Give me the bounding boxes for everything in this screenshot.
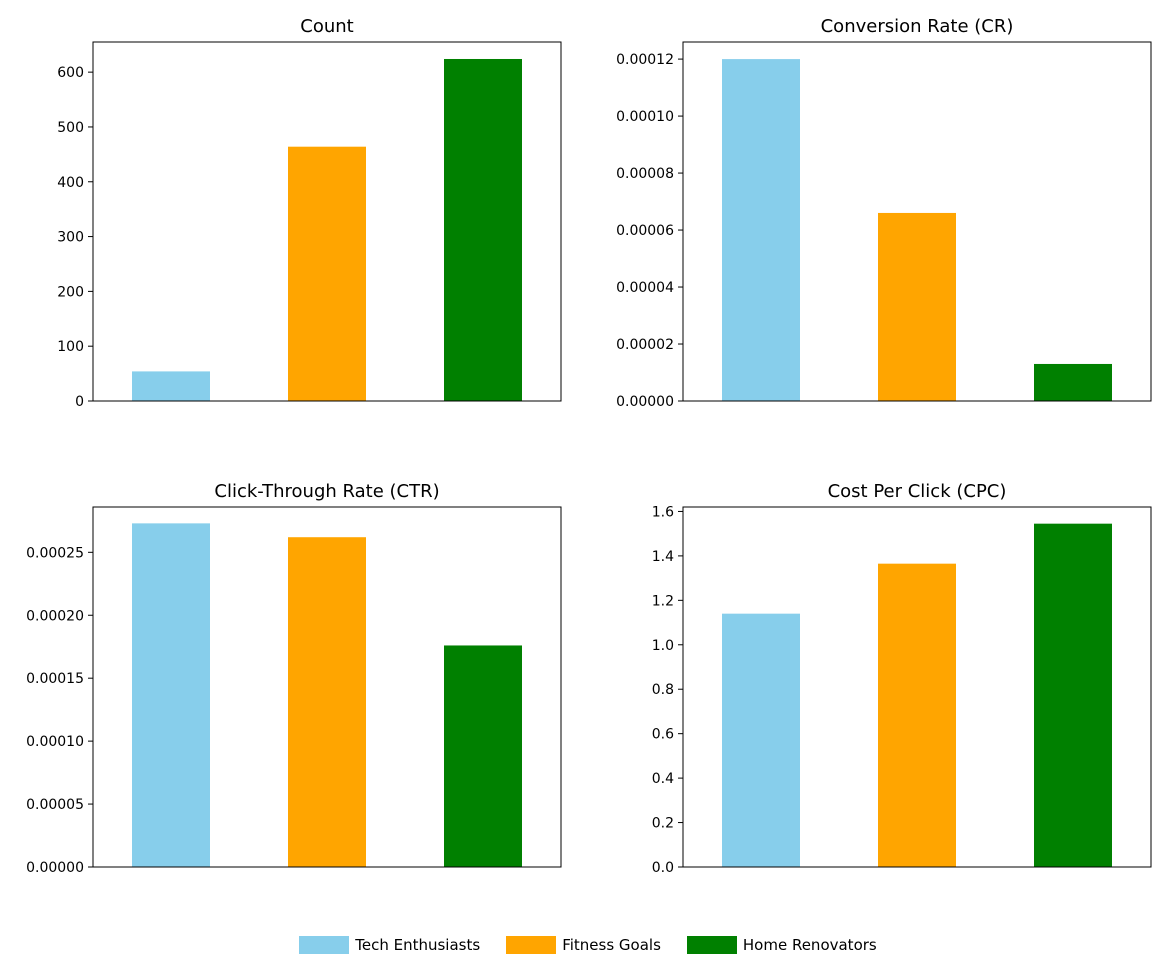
y-tick-label: 0.00010 xyxy=(26,734,84,750)
y-tick-label: 0.00004 xyxy=(616,280,674,296)
bar-home-renovators xyxy=(444,58,522,402)
bar-tech-enthusiasts xyxy=(132,371,210,401)
y-tick-label: 1.6 xyxy=(652,504,674,520)
y-tick-label: 0.2 xyxy=(652,816,674,832)
bar-tech-enthusiasts xyxy=(132,523,210,867)
bar-fitness-goals xyxy=(288,146,366,401)
plot-frame xyxy=(92,41,562,402)
legend-swatch xyxy=(299,936,350,954)
y-tick-label: 500 xyxy=(57,120,84,136)
legend: Tech Enthusiasts Fitness Goals Home Reno… xyxy=(0,930,1176,960)
y-tick-label: 0.00006 xyxy=(616,223,674,239)
y-tick-label: 300 xyxy=(57,230,84,246)
legend-item-tech-enthusiasts: Tech Enthusiasts xyxy=(299,936,480,954)
legend-swatch xyxy=(686,936,737,954)
legend-swatch xyxy=(506,936,557,954)
y-tick-label: 0.00000 xyxy=(616,394,674,410)
y-tick-label: 0.00010 xyxy=(616,109,674,125)
y-tick-label: 0.8 xyxy=(652,682,674,698)
plot-frame xyxy=(682,506,1152,868)
y-tick-label: 0.00025 xyxy=(26,545,84,561)
legend-item-fitness-goals: Fitness Goals xyxy=(506,936,661,954)
chart-title: Cost Per Click (CPC) xyxy=(828,481,1007,502)
y-tick-label: 0.00008 xyxy=(616,166,674,182)
plot-frame xyxy=(682,41,1152,402)
y-tick-label: 0.4 xyxy=(652,771,674,787)
y-tick-label: 0.0 xyxy=(652,860,674,876)
chart-title: Count xyxy=(300,16,353,37)
y-tick-label: 0.00005 xyxy=(26,797,84,813)
y-tick-label: 1.2 xyxy=(652,593,674,609)
plot-frame xyxy=(92,506,562,868)
bar-fitness-goals xyxy=(878,563,956,867)
bar-fitness-goals xyxy=(288,537,366,867)
bar-home-renovators xyxy=(1034,363,1112,401)
y-tick-label: 600 xyxy=(57,65,84,81)
y-tick-label: 1.4 xyxy=(652,549,674,565)
legend-item-home-renovators: Home Renovators xyxy=(686,936,877,954)
y-tick-label: 100 xyxy=(57,339,84,355)
y-tick-label: 0.00000 xyxy=(26,860,84,876)
bar-tech-enthusiasts xyxy=(722,613,800,867)
bar-tech-enthusiasts xyxy=(722,59,800,401)
chart-title: Conversion Rate (CR) xyxy=(821,16,1014,37)
y-tick-label: 200 xyxy=(57,284,84,300)
bar-home-renovators xyxy=(444,645,522,867)
legend-label: Home Renovators xyxy=(742,936,877,954)
y-tick-label: 400 xyxy=(57,175,84,191)
y-tick-label: 0.6 xyxy=(652,727,674,743)
y-tick-label: 1.0 xyxy=(652,638,674,654)
y-tick-label: 0 xyxy=(75,394,84,410)
legend-label: Tech Enthusiasts xyxy=(355,936,481,954)
y-tick-label: 0.00002 xyxy=(616,337,674,353)
legend-label: Fitness Goals xyxy=(562,936,661,954)
y-tick-label: 0.00020 xyxy=(26,608,84,624)
y-tick-label: 0.00015 xyxy=(26,671,84,687)
y-tick-label: 0.00012 xyxy=(616,52,674,68)
figure: 0 100 200 300 400 500 600 Count 0.00000 0.00002 0.… xyxy=(26,16,1152,876)
bar-fitness-goals xyxy=(878,212,956,401)
chart-title: Click-Through Rate (CTR) xyxy=(214,481,439,502)
bar-home-renovators xyxy=(1034,523,1112,867)
